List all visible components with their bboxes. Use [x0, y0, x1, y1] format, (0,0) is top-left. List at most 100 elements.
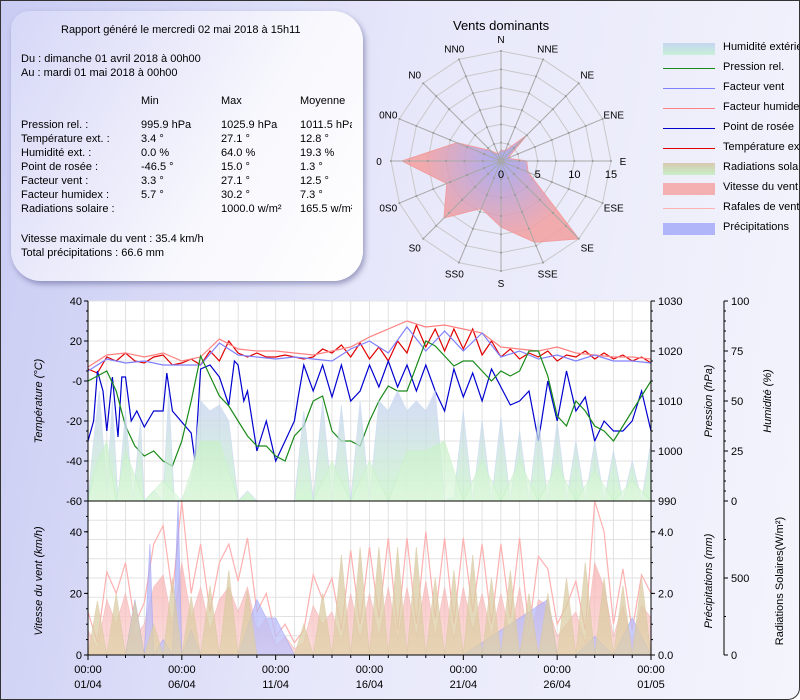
summary-panel: Rapport généré le mercredi 02 mai 2018 à…	[11, 11, 363, 281]
rose-tick	[518, 160, 521, 162]
axis-tick-label: -40	[66, 456, 82, 468]
axis-tick-label: 0	[731, 496, 737, 508]
rose-tick	[528, 92, 531, 95]
rose-tick	[481, 160, 484, 162]
rose-direction-label: N	[497, 35, 504, 46]
report-to: Au : mardi 01 mai 2018 à 00h00	[21, 67, 178, 79]
rose-tick	[483, 167, 486, 170]
rose-tick	[471, 92, 474, 95]
rose-tick	[466, 145, 469, 148]
stat-min: 995.9 hPa	[141, 119, 192, 131]
stat-avg: 1.3 °	[300, 161, 323, 173]
rose-tick	[408, 160, 411, 162]
axis-tick-label: 100	[731, 296, 749, 308]
stat-avg: 165.5 w/m²	[300, 203, 352, 215]
col-header-min: Min	[141, 95, 159, 107]
rose-tick	[551, 108, 554, 111]
stat-min: 3.4 °	[141, 133, 164, 145]
legend-label: Pression rel.	[723, 61, 785, 73]
stat-label: Température ext. :	[21, 133, 110, 145]
rose-tick	[610, 160, 612, 162]
weather-charts: 40 20 -0 -20 -40 -60 1030 1020 1010 1000 990 100 75 5…	[33, 296, 786, 691]
stat-avg: 7.3 °	[300, 189, 323, 201]
x-tick-time: 00:00	[168, 664, 196, 676]
stat-min: 3.3 °	[141, 175, 164, 187]
rose-tick	[584, 195, 587, 198]
rose-direction-label: NNE	[537, 44, 558, 55]
col-header-avg: Moyenne	[300, 95, 346, 107]
rose-tick	[550, 181, 553, 184]
axis-tick-label: 1000	[658, 446, 682, 458]
rose-tick	[415, 124, 418, 127]
axis-tick-label: 40	[70, 527, 82, 539]
rose-tick	[463, 160, 466, 162]
report-generated: Rapport généré le mercredi 02 mai 2018 à…	[61, 24, 301, 36]
rose-tick	[485, 193, 488, 196]
rose-radius-tick: 5	[535, 169, 541, 181]
stat-label: Facteur vent :	[21, 175, 89, 187]
rose-tick	[415, 195, 418, 198]
rose-tick	[601, 117, 604, 120]
rose-direction-label: N0	[408, 71, 421, 82]
rose-tick	[512, 147, 515, 150]
legend-label: Humidité extérieure	[723, 41, 799, 53]
rose-tick	[507, 143, 510, 146]
rose-direction-label: 0N0	[379, 110, 398, 121]
rose-tick	[521, 109, 524, 112]
rose-tick	[601, 202, 604, 205]
rose-direction-label: S0	[409, 243, 422, 254]
rose-tick	[492, 176, 495, 179]
rose-tick	[584, 124, 587, 127]
axis-tick-label: 40	[70, 296, 82, 308]
x-tick-time: 00:00	[543, 664, 571, 676]
rose-tick	[457, 58, 460, 61]
axis-tick-label: 500	[731, 573, 749, 585]
rose-tick	[567, 188, 570, 191]
rose-tick	[500, 123, 502, 126]
x-tick-time: 00:00	[356, 664, 384, 676]
stat-label: Humidité ext. :	[21, 147, 92, 159]
series-radiations-solaires	[87, 439, 652, 503]
rose-tick	[542, 58, 545, 61]
rose-data-area	[400, 134, 580, 243]
legend-label: Point de rosée	[723, 121, 794, 133]
legend-swatch-line	[663, 108, 715, 109]
rose-tick	[492, 143, 495, 146]
rose-radius-tick: 15	[605, 169, 617, 181]
axis-tick-label: 1020	[658, 346, 682, 358]
rose-tick	[500, 270, 502, 272]
rose-direction-label: NN0	[444, 44, 464, 55]
rose-direction-label: E	[620, 157, 627, 168]
axis-title: Température (°C)	[33, 358, 45, 443]
series-facteur-humidex	[87, 320, 652, 368]
axis-tick-label: 1030	[658, 296, 682, 308]
legend-swatch-line	[663, 148, 715, 149]
x-tick-date: 26/04	[543, 679, 571, 691]
legend-swatch-line	[663, 128, 715, 129]
legend-label: Radiations solaires	[723, 161, 799, 173]
axis-tick-label: 1010	[658, 396, 682, 408]
axis-title: Précipitations (mm)	[703, 533, 715, 628]
stat-max: 27.1 °	[221, 175, 250, 187]
rose-radius-tick: 10	[568, 169, 580, 181]
rose-tick	[487, 147, 490, 150]
series-temp-rature-ext-	[87, 323, 652, 374]
axis-tick-label: 0.0	[658, 650, 673, 662]
rose-tick	[426, 160, 429, 162]
rose-tick	[500, 251, 502, 254]
legend-swatch-line	[663, 208, 715, 209]
rose-tick	[500, 233, 502, 236]
legend-swatch-area	[663, 163, 715, 175]
rose-tick	[533, 145, 536, 148]
rose-tick	[577, 82, 580, 85]
rose-tick	[538, 198, 541, 201]
rose-tick	[516, 167, 519, 170]
legend-swatch-area	[663, 183, 715, 195]
rose-tick	[435, 224, 438, 227]
rose-tick	[564, 224, 567, 227]
axis-title: Humidité (%)	[762, 369, 774, 433]
rose-tick	[461, 121, 464, 124]
rose-tick	[487, 172, 490, 175]
rose-direction-label: NE	[580, 71, 594, 82]
stat-max: 30.2 °	[221, 189, 250, 201]
